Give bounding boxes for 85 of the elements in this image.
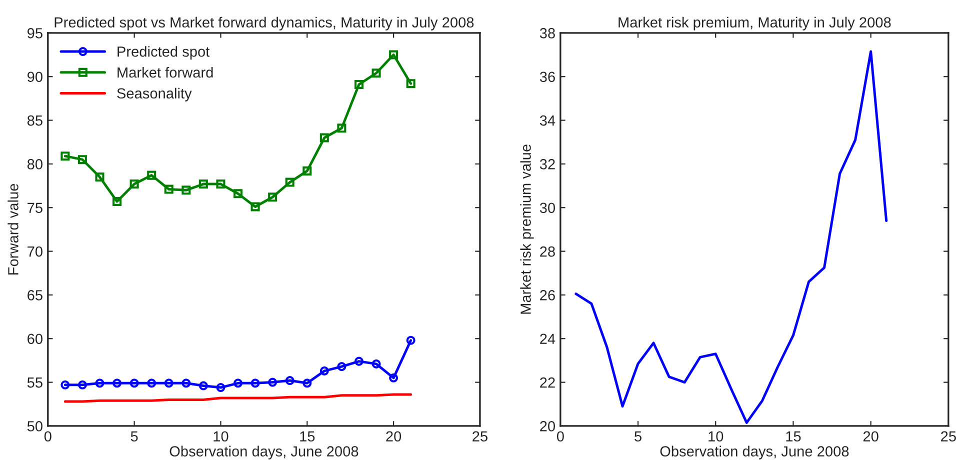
x-tick-label: 25 xyxy=(941,431,956,442)
x-tick-label: 15 xyxy=(300,431,315,442)
point xyxy=(216,383,226,392)
point xyxy=(147,170,156,180)
point xyxy=(130,180,139,189)
point xyxy=(320,366,329,376)
y-tick-label: 90 xyxy=(28,72,42,82)
point xyxy=(233,189,243,198)
x-tick-label: 20 xyxy=(386,431,402,442)
point xyxy=(372,359,381,368)
y-tick-label: 95 xyxy=(28,28,42,38)
x-tick-label: 5 xyxy=(634,431,642,442)
point xyxy=(354,356,364,366)
point xyxy=(95,378,104,388)
point xyxy=(389,373,398,382)
point xyxy=(130,378,139,388)
y-tick-label: 34 xyxy=(540,115,556,126)
legend-label: Predicted spot xyxy=(118,46,210,60)
y-tick-label: 70 xyxy=(28,246,42,257)
x-tick-label: 10 xyxy=(214,431,228,442)
y-tick-label: 28 xyxy=(540,246,555,257)
point xyxy=(285,178,294,187)
point xyxy=(198,180,208,189)
point xyxy=(78,155,87,164)
point xyxy=(406,336,416,345)
y-tick-label: 26 xyxy=(540,290,555,300)
x-tick-label: 25 xyxy=(472,431,488,442)
point xyxy=(389,50,398,60)
point xyxy=(112,196,122,206)
x-axis-title: Observation days, June 2008 xyxy=(170,446,358,460)
point xyxy=(95,172,104,182)
chart-title: Predicted spot vs Market forward dynamics, Maturity in July 2008 xyxy=(54,16,474,30)
y-tick-label: 60 xyxy=(28,334,42,344)
y-tick-label: 30 xyxy=(540,202,555,214)
y-tick-label: 85 xyxy=(27,115,42,126)
point xyxy=(354,80,364,89)
point xyxy=(302,378,312,388)
y-axis-title: Market risk premium value xyxy=(520,144,534,314)
x-tick-label: 5 xyxy=(130,431,138,442)
x-tick-label: 0 xyxy=(44,431,52,442)
chart-title: Market risk premium, Maturity in July 2008 xyxy=(618,16,891,30)
point xyxy=(337,124,346,133)
y-axis-title: Forward value xyxy=(8,184,18,274)
x-tick-label: 20 xyxy=(863,431,878,442)
point xyxy=(147,378,156,388)
point xyxy=(112,378,122,388)
point xyxy=(164,378,174,388)
point xyxy=(198,381,208,390)
x-tick-label: 0 xyxy=(556,431,564,442)
point xyxy=(216,180,226,189)
y-tick-label: 20 xyxy=(540,421,555,432)
point xyxy=(268,192,278,202)
point xyxy=(337,362,346,372)
point xyxy=(320,133,329,142)
point xyxy=(250,378,260,388)
y-tick-label: 55 xyxy=(27,378,42,388)
point xyxy=(285,376,294,386)
legend-label: Seasonality xyxy=(117,88,192,102)
point xyxy=(233,378,243,388)
point xyxy=(182,186,191,195)
y-tick-label: 22 xyxy=(540,377,555,388)
y-tick-label: 36 xyxy=(540,72,555,82)
point xyxy=(60,152,70,161)
y-tick-label: 32 xyxy=(540,159,555,170)
y-tick-label: 50 xyxy=(27,421,42,432)
line-series xyxy=(64,393,412,403)
y-tick-label: 80 xyxy=(27,159,42,170)
point xyxy=(268,378,278,387)
point xyxy=(164,184,174,194)
y-tick-label: 38 xyxy=(540,28,555,38)
point xyxy=(182,378,191,388)
point xyxy=(302,166,312,176)
point xyxy=(250,202,260,212)
line-series xyxy=(574,50,888,424)
y-tick-label: 24 xyxy=(540,334,556,344)
x-tick-label: 15 xyxy=(786,431,801,442)
legend-label: Market forward xyxy=(118,66,213,78)
x-tick-label: 10 xyxy=(708,431,724,442)
y-tick-label: 75 xyxy=(28,202,42,214)
point xyxy=(372,68,381,78)
x-axis-title: Observation days, June 2008 xyxy=(660,446,849,460)
point xyxy=(78,380,87,390)
point xyxy=(406,79,416,88)
y-tick-label: 65 xyxy=(28,290,42,300)
point xyxy=(60,380,70,390)
